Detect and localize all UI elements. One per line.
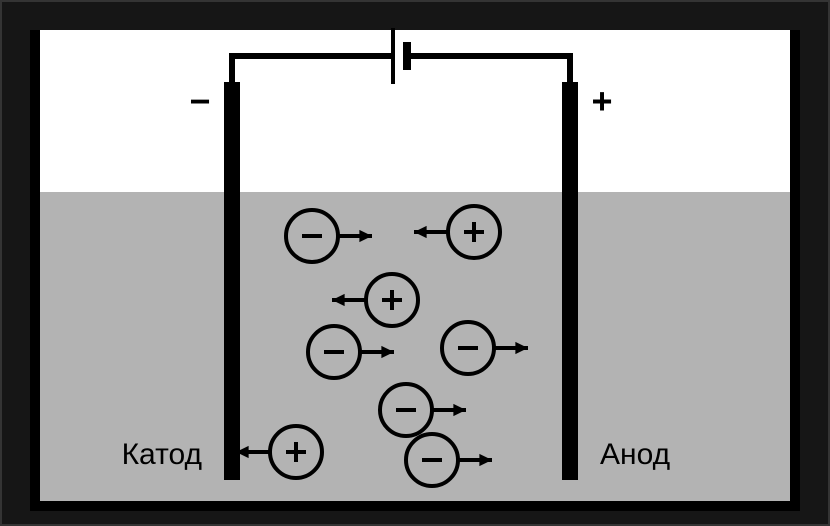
anode-label: Анод — [600, 438, 670, 471]
cathode-electrode — [224, 82, 240, 480]
diagram-svg: − + Катод Анод — [0, 0, 830, 526]
cathode-label: Катод — [122, 438, 202, 471]
anode-sign: + — [591, 81, 612, 122]
anode-electrode — [562, 82, 578, 480]
cathode-sign: − — [189, 81, 210, 122]
electrolysis-diagram: − + Катод Анод — [0, 0, 830, 526]
